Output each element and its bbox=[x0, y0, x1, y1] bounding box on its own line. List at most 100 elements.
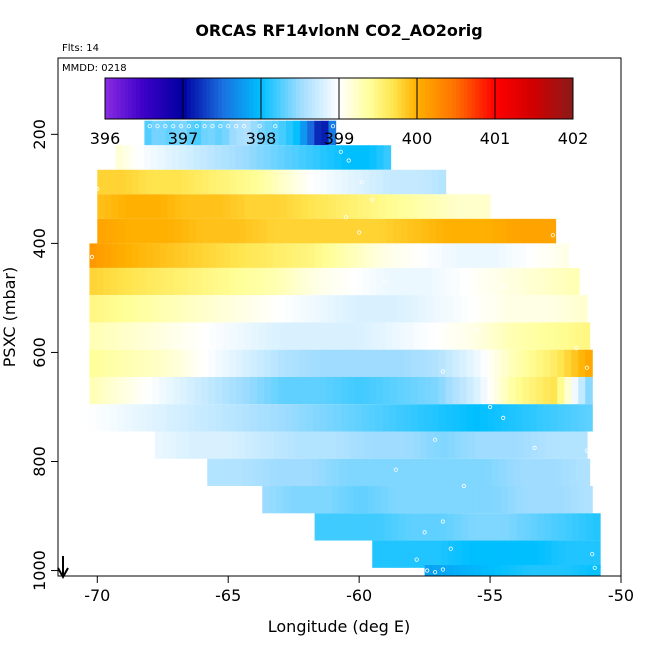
heatmap-cell bbox=[399, 322, 408, 350]
heatmap-cell bbox=[138, 404, 146, 432]
heatmap-cell bbox=[207, 458, 215, 487]
heatmap-cell bbox=[565, 513, 573, 541]
heatmap-cell bbox=[395, 486, 404, 514]
colorbar-swatch bbox=[370, 78, 375, 119]
heatmap-cell bbox=[96, 376, 104, 405]
heatmap-cell bbox=[131, 243, 140, 268]
heatmap-cell bbox=[529, 486, 537, 514]
y-tick-label: 400 bbox=[30, 228, 49, 259]
heatmap-cell bbox=[378, 322, 386, 350]
heatmap-cell bbox=[251, 194, 260, 219]
heatmap-cell bbox=[188, 322, 196, 350]
heatmap-cell bbox=[357, 243, 365, 268]
heatmap-cell bbox=[348, 145, 356, 170]
heatmap-cell bbox=[354, 349, 363, 377]
heatmap-cell bbox=[280, 431, 288, 459]
heatmap-cell bbox=[398, 431, 407, 459]
colorbar-swatch bbox=[253, 78, 258, 119]
heatmap-cell bbox=[450, 458, 459, 487]
observation-point bbox=[425, 568, 430, 573]
heatmap-cell bbox=[146, 194, 154, 219]
heatmap-cell bbox=[374, 458, 382, 487]
heatmap-cell bbox=[319, 376, 328, 405]
colorbar-swatch bbox=[214, 78, 219, 119]
heatmap-cell bbox=[269, 458, 278, 487]
heatmap-cell bbox=[474, 295, 483, 323]
heatmap-cell bbox=[167, 194, 176, 219]
heatmap-cell bbox=[276, 486, 284, 514]
heatmap-cell bbox=[523, 513, 532, 541]
heatmap-cell bbox=[349, 194, 358, 219]
heatmap-cell bbox=[152, 349, 160, 377]
colorbar-swatch bbox=[565, 78, 570, 119]
heatmap-cell bbox=[449, 218, 458, 244]
heatmap-cell bbox=[426, 194, 435, 219]
heatmap-cell bbox=[159, 169, 168, 195]
colorbar-swatch bbox=[479, 78, 484, 119]
heatmap-cell bbox=[487, 349, 496, 377]
heatmap-cell bbox=[222, 120, 230, 146]
heatmap-cell bbox=[491, 243, 499, 268]
heatmap-cell bbox=[424, 376, 433, 405]
colorbar-swatch bbox=[190, 78, 196, 119]
heatmap-cell bbox=[459, 404, 468, 432]
heatmap-cell bbox=[564, 404, 572, 432]
heatmap-cell bbox=[131, 404, 139, 432]
heatmap-cell bbox=[111, 218, 120, 244]
y-tick-label: 1000 bbox=[30, 550, 49, 591]
colorbar-swatch bbox=[397, 78, 402, 119]
heatmap-cell bbox=[438, 404, 447, 432]
colorbar-swatch bbox=[534, 78, 539, 119]
heatmap-cell bbox=[222, 376, 230, 405]
heatmap-cell bbox=[547, 243, 556, 268]
heatmap-cell bbox=[306, 295, 315, 323]
heatmap-cell bbox=[469, 194, 477, 219]
heatmap-cell bbox=[522, 404, 530, 432]
heatmap-cell bbox=[215, 295, 224, 323]
heatmap-cell bbox=[462, 194, 470, 219]
heatmap-cell bbox=[362, 145, 371, 170]
heatmap-cell bbox=[388, 486, 397, 514]
heatmap-cell bbox=[305, 145, 314, 170]
heatmap-cell bbox=[259, 218, 268, 244]
heatmap-cell bbox=[516, 513, 525, 541]
colorbar-swatch bbox=[105, 78, 110, 119]
heatmap-cell bbox=[152, 243, 161, 268]
heatmap-cell bbox=[333, 404, 342, 432]
heatmap-cell bbox=[482, 431, 490, 459]
heatmap-cell bbox=[166, 376, 174, 405]
heatmap-cell bbox=[307, 243, 316, 268]
heatmap-cell bbox=[262, 486, 270, 514]
colorbar-swatch bbox=[463, 78, 469, 119]
heatmap-cell bbox=[203, 218, 211, 244]
colorbar-swatch bbox=[331, 78, 336, 119]
y-axis-label: PSXC (mbar) bbox=[0, 267, 19, 367]
heatmap-cell bbox=[455, 322, 464, 350]
colorbar-swatch bbox=[483, 78, 488, 119]
observation-point bbox=[346, 158, 351, 163]
heatmap-cell bbox=[325, 486, 334, 514]
heatmap-cell bbox=[221, 458, 229, 487]
heatmap-cell bbox=[568, 322, 577, 350]
y-tick-label: 800 bbox=[30, 446, 49, 477]
heatmap-cell bbox=[287, 431, 295, 459]
heatmap-cell bbox=[201, 267, 209, 296]
heatmap-cell bbox=[441, 243, 450, 268]
colorbar-swatch bbox=[428, 78, 434, 119]
heatmap-cell bbox=[448, 243, 457, 268]
heatmap-cell bbox=[519, 322, 527, 350]
heatmap-cell bbox=[250, 169, 259, 195]
heatmap-cell bbox=[237, 322, 245, 350]
heatmap-cell bbox=[271, 169, 279, 195]
heatmap-cell bbox=[138, 349, 146, 377]
heatmap-cell bbox=[382, 404, 391, 432]
heatmap-cell bbox=[480, 565, 489, 576]
heatmap-cell bbox=[571, 565, 580, 576]
heatmap-cell bbox=[547, 322, 555, 350]
colorbar-swatch bbox=[530, 78, 535, 119]
heatmap-cell bbox=[423, 486, 432, 514]
heatmap-cell bbox=[363, 513, 371, 541]
heatmap-cell bbox=[125, 169, 133, 195]
heatmap-cell bbox=[194, 295, 203, 323]
heatmap-cell bbox=[536, 404, 544, 432]
